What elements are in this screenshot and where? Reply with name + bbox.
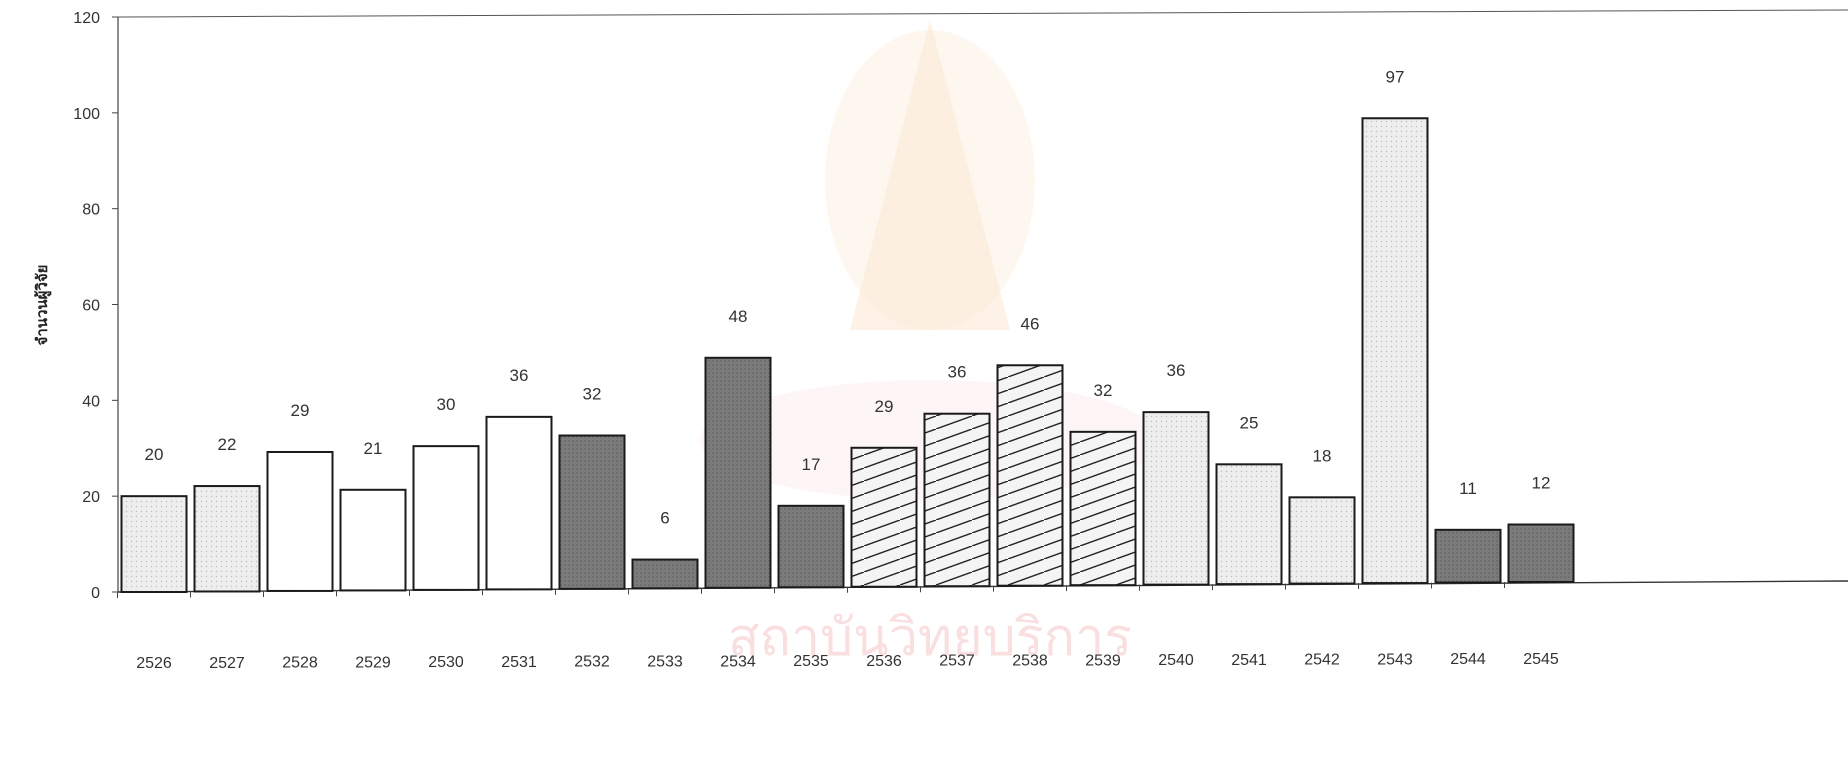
- value-label-2526: 20: [145, 445, 164, 464]
- x-tick-label-2528: 2528: [282, 655, 318, 672]
- bar-2534: [704, 356, 772, 589]
- y-axis-ticks: 0 20 40 60 80 100 120: [73, 10, 118, 602]
- x-tick-label-2532: 2532: [574, 654, 610, 671]
- value-label-2536: 29: [875, 397, 894, 416]
- value-label-2543: 97: [1386, 67, 1405, 86]
- bar-2539: [1069, 430, 1137, 587]
- bar-2536: [850, 446, 918, 588]
- bar-2540: [1142, 411, 1210, 586]
- value-label-2532: 32: [583, 385, 602, 404]
- y-tick-label: 100: [73, 106, 100, 123]
- y-tick-label: 60: [82, 298, 100, 315]
- bar-2542: [1288, 496, 1356, 585]
- y-tick-label: 80: [82, 202, 100, 219]
- x-tick-label-2526: 2526: [136, 655, 172, 672]
- bar-2529: [339, 488, 407, 592]
- y-tick-label: 120: [73, 10, 100, 27]
- value-label-2531: 36: [510, 366, 529, 385]
- x-tick-label-2527: 2527: [209, 655, 245, 672]
- value-label-2540: 36: [1167, 361, 1186, 380]
- x-tick-label-2539: 2539: [1085, 652, 1121, 669]
- x-tick-label-2538: 2538: [1012, 652, 1048, 669]
- x-tick-label-2542: 2542: [1304, 652, 1340, 669]
- x-tick-label-2545: 2545: [1523, 651, 1559, 668]
- bars-group: [120, 117, 1575, 593]
- bar-2526: [120, 495, 188, 593]
- value-label-2539: 32: [1094, 381, 1113, 400]
- value-labels-group: 20 22 29 21 30 36 32 6 48 17 29 36 46 32 36 25 18 97 11 12: [145, 67, 1551, 527]
- plot-top-border: [117, 9, 1848, 18]
- x-tick-label-2541: 2541: [1231, 652, 1267, 669]
- value-label-2535: 17: [802, 455, 821, 474]
- x-axis-tick-labels: 2526 2527 2528 2529 2530 2531 2532 2533 2534 2535…: [117, 582, 1559, 672]
- x-tick-label-2529: 2529: [355, 654, 391, 671]
- bar-2535: [777, 504, 845, 589]
- bar-2538: [996, 364, 1064, 587]
- value-label-2538: 46: [1021, 314, 1040, 333]
- y-tick-label: 0: [91, 585, 100, 602]
- bar-2544: [1434, 528, 1502, 584]
- bar-2531: [485, 415, 553, 591]
- x-tick-label-2540: 2540: [1158, 652, 1194, 669]
- value-label-2545: 12: [1532, 474, 1551, 493]
- watermark-text: สถาบันวิทยบริการ: [728, 608, 1132, 668]
- bar-2532: [558, 434, 626, 590]
- bar-2545: [1507, 523, 1575, 583]
- value-label-2530: 30: [437, 395, 456, 414]
- x-tick-label-2535: 2535: [793, 653, 829, 670]
- y-tick-label: 40: [82, 393, 100, 410]
- value-label-2529: 21: [364, 439, 383, 458]
- bar-2530: [412, 445, 480, 591]
- value-label-2541: 25: [1240, 413, 1259, 432]
- value-label-2542: 18: [1313, 446, 1332, 465]
- bar-2527: [193, 485, 261, 593]
- x-tick-label-2533: 2533: [647, 654, 683, 671]
- bar-2537: [923, 412, 991, 588]
- x-tick-label-2537: 2537: [939, 653, 975, 670]
- value-label-2537: 36: [948, 363, 967, 382]
- value-label-2534: 48: [729, 307, 748, 326]
- value-label-2533: 6: [660, 509, 669, 528]
- x-tick-label-2530: 2530: [428, 654, 464, 671]
- y-tick-label: 20: [82, 489, 100, 506]
- bar-2528: [266, 450, 334, 592]
- x-tick-label-2531: 2531: [501, 654, 537, 671]
- bar-2533: [631, 558, 699, 590]
- value-label-2528: 29: [291, 401, 310, 420]
- value-label-2544: 11: [1459, 479, 1477, 498]
- bar-2541: [1215, 463, 1283, 586]
- x-tick-label-2536: 2536: [866, 653, 902, 670]
- x-tick-label-2534: 2534: [720, 653, 756, 670]
- bar-2543: [1361, 117, 1429, 585]
- y-axis-label: จำนวนผู้วิจัย: [33, 265, 52, 346]
- x-tick-label-2544: 2544: [1450, 651, 1486, 668]
- value-label-2527: 22: [218, 435, 237, 454]
- x-tick-label-2543: 2543: [1377, 651, 1413, 668]
